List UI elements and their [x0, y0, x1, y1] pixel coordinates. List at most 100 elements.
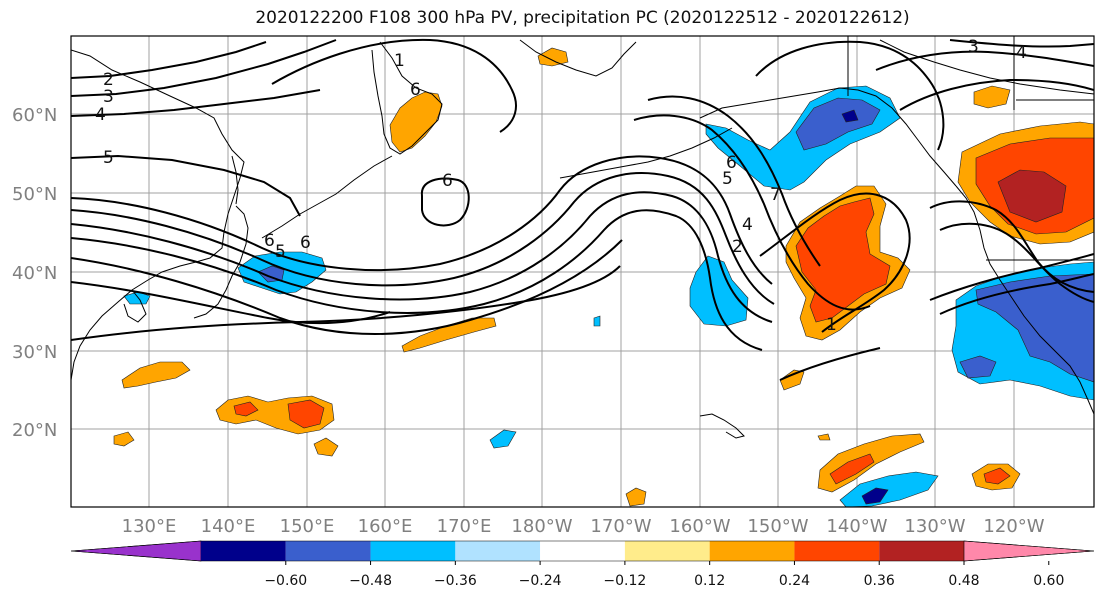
contour-label: 6 [264, 231, 275, 251]
contour-label: 6 [442, 171, 453, 191]
lon-label: 150°E [280, 516, 335, 537]
contour-east-1 [929, 200, 1094, 293]
colorbar-tick-label: 0.12 [694, 573, 725, 589]
contour-ne-1 [875, 50, 1094, 71]
gridlines [71, 36, 1094, 507]
lon-label: 160°E [358, 516, 413, 537]
lon-label: 180°W [511, 516, 572, 537]
precip-subtrop-e1-red [829, 453, 875, 485]
contour-ridge-1 [759, 192, 911, 333]
coast-alaska-west [519, 39, 637, 77]
contour-6-loop [420, 177, 470, 227]
colorbar-segment [540, 541, 625, 561]
colorbar-tick-label: −0.60 [264, 573, 307, 589]
map-frame [70, 35, 1095, 508]
precip-subtrop-3 [313, 437, 339, 457]
contour-jet-1 [71, 155, 773, 285]
precip-cpac-streak [401, 317, 497, 353]
lat-label: 20°N [12, 420, 57, 441]
colorbar-segment [285, 541, 371, 561]
precip-subtrop-4 [113, 431, 135, 447]
contour-label: 5 [722, 169, 733, 189]
colorbar-tick-label: −0.24 [519, 573, 562, 589]
precip-epac-red [795, 197, 891, 323]
contour-label: 4 [95, 105, 106, 125]
coast-canada-inland [879, 39, 1094, 95]
contour-label: 4 [1016, 43, 1027, 63]
precip-epac-2 [779, 369, 805, 391]
contour-jet-7 [71, 265, 621, 341]
contour-trough [633, 114, 871, 311]
map-title: 2020122200 F108 300 hPa PV, precipitatio… [255, 8, 910, 28]
lat-label: 50°N [12, 184, 57, 205]
colorbar-segment [794, 541, 880, 561]
contour-4 [71, 89, 321, 117]
contour-jet-4 [71, 209, 763, 351]
contour-trough-2 [647, 95, 821, 267]
colorbar-tick-label: 0.36 [864, 573, 895, 589]
contour-label: 1 [826, 315, 837, 335]
precip-goa-navy [841, 109, 859, 123]
contour-outer-north [271, 38, 517, 133]
precip-pnw-dkred [997, 169, 1067, 223]
coast-sakhalin [231, 155, 239, 205]
contour-ne-3 [949, 39, 1094, 48]
contour-jet-5 [71, 239, 623, 335]
contour-label: 5 [275, 242, 286, 262]
coast-border [847, 36, 1094, 261]
contour-label: 6 [726, 153, 737, 173]
colorbar-tick-label: −0.36 [434, 573, 477, 589]
precip-subtrop-6 [625, 487, 647, 507]
coast-korea [123, 289, 147, 323]
contour-5 [71, 154, 301, 217]
lat-label: 40°N [12, 263, 57, 284]
lon-label: 160°W [669, 516, 730, 537]
colorbar-tick-label: 0.60 [1033, 573, 1064, 589]
precip-sw-dkblue [975, 273, 1094, 383]
lon-label: 130°W [904, 516, 965, 537]
precip-sw-dkblue2 [959, 355, 997, 379]
precip-bering [537, 47, 569, 67]
coast-aleutians [559, 127, 733, 179]
precip-subtrop-5 [489, 429, 517, 449]
contour-jet-6 [71, 281, 391, 325]
lon-label: 170°E [437, 516, 492, 537]
lat-label: 60°N [12, 105, 57, 126]
contour-label: 7 [770, 185, 781, 205]
coastlines [71, 36, 1094, 439]
lat-axis-labels: 60°N 50°N 40°N 30°N 20°N [12, 105, 57, 441]
coast-alaska-south [699, 87, 957, 187]
coast-hawaii [699, 413, 745, 439]
precip-tiny-2 [817, 433, 831, 441]
contour-label: 5 [103, 148, 114, 168]
contour-2 [71, 41, 267, 79]
precip-subtrop-2-red2 [287, 399, 325, 429]
coast-kuril [261, 155, 393, 239]
contour-east-3 [929, 253, 1094, 301]
contour-label: 1 [394, 51, 405, 71]
contour-jet-2 [71, 172, 775, 305]
colorbar-tick-label: 0.24 [779, 573, 810, 589]
contour-labels: 2 3 4 5 1 6 6 6 5 6 6 7 5 4 2 1 3 4 [95, 37, 1027, 335]
contour-label: 3 [103, 87, 114, 107]
contour-label: 3 [968, 37, 979, 57]
precip-subtrop-e2-dk [861, 487, 889, 505]
coast-kamchatka [371, 41, 443, 155]
precip-pnw-small [973, 85, 1011, 109]
lon-label: 120°W [983, 516, 1044, 537]
map-area: 2 3 4 5 1 6 6 6 5 6 6 7 5 4 2 1 3 4 [71, 36, 1094, 507]
colorbar-extend-min [70, 540, 202, 562]
precip-subtrop-1 [121, 361, 191, 389]
precip-japan-dkblue [257, 265, 285, 283]
lon-label: 170°W [590, 516, 651, 537]
contour-east-4 [939, 273, 1094, 315]
lon-axis-labels: 130°E 140°E 150°E 160°E 170°E 180°W 170°… [122, 516, 1045, 537]
precip-subtrop-e3-red [983, 467, 1011, 485]
lon-label: 150°W [747, 516, 808, 537]
colorbar-tick-label: 0.48 [948, 573, 979, 589]
precip-kamchatka [389, 91, 443, 153]
contour-label: 2 [103, 70, 114, 90]
colorbar-outline [70, 540, 1095, 562]
colorbar-segment [370, 541, 456, 561]
